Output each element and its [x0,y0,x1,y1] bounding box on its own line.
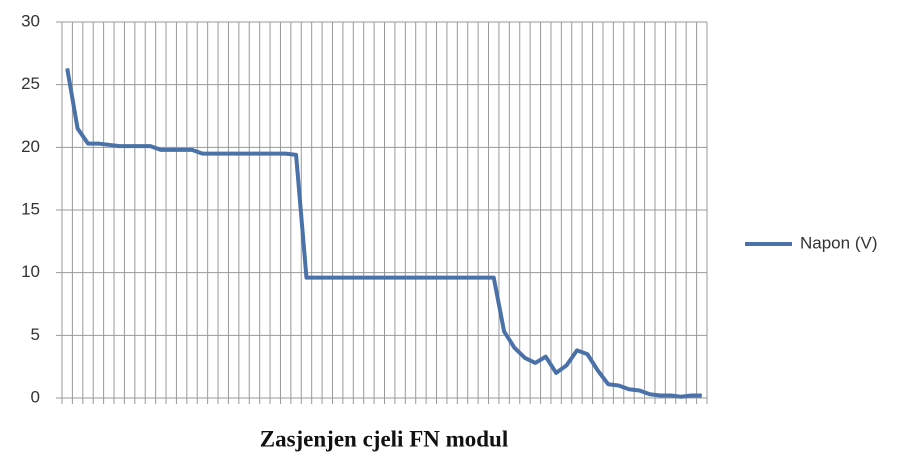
y-tick-label: 5 [31,325,40,344]
y-tick-label: 20 [21,137,40,156]
y-tick-label: 10 [21,262,40,281]
y-tick-label: 25 [21,74,40,93]
legend-label: Napon (V) [800,233,877,252]
chart-title: Zasjenjen cjeli FN modul [260,426,509,451]
line-series [65,68,702,399]
y-tick-label: 0 [31,387,40,406]
y-tick-label: 15 [21,199,40,218]
y-tick-label: 30 [21,11,40,30]
